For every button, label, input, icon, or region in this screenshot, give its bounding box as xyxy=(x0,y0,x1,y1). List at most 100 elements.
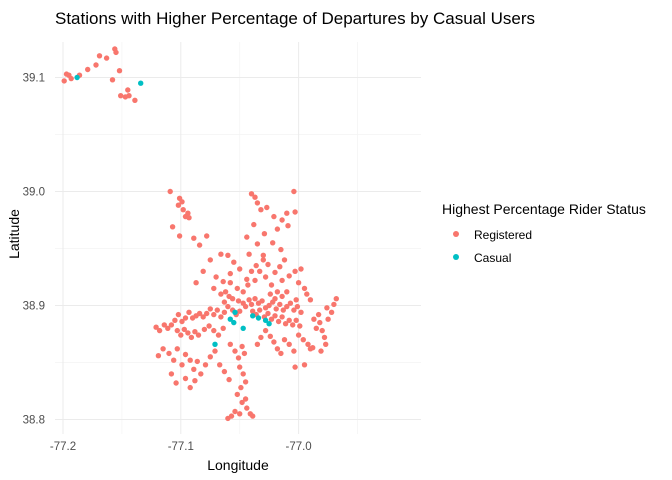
point-registered xyxy=(281,337,288,343)
point-registered xyxy=(187,384,193,391)
point-registered xyxy=(277,264,283,270)
point-registered xyxy=(156,327,163,334)
point-registered xyxy=(222,289,229,295)
point-registered xyxy=(192,329,198,335)
point-registered xyxy=(324,305,330,311)
point-registered xyxy=(93,62,99,68)
point-registered xyxy=(328,309,335,315)
point-registered xyxy=(193,280,199,286)
point-registered xyxy=(187,357,193,363)
point-registered xyxy=(270,240,276,246)
point-registered xyxy=(189,315,196,321)
point-registered xyxy=(292,364,298,370)
legend-label-registered: Registered xyxy=(474,228,532,242)
point-registered xyxy=(274,346,281,352)
point-registered xyxy=(282,321,289,327)
point-registered xyxy=(179,318,185,325)
point-registered xyxy=(220,325,226,331)
point-registered xyxy=(239,343,245,350)
point-registered xyxy=(300,337,306,343)
point-registered xyxy=(318,348,324,354)
point-registered xyxy=(68,75,74,82)
point-registered xyxy=(232,408,238,415)
point-registered xyxy=(323,341,329,347)
point-registered xyxy=(244,276,250,282)
point-registered xyxy=(254,200,261,206)
point-registered xyxy=(176,233,183,239)
point-registered xyxy=(315,311,322,318)
point-registered xyxy=(311,316,317,322)
point-registered xyxy=(286,317,292,323)
point-registered xyxy=(244,234,250,240)
point-registered xyxy=(225,415,231,422)
legend: Highest Percentage Rider Status Register… xyxy=(442,201,646,265)
point-registered xyxy=(113,49,119,56)
point-registered xyxy=(232,348,238,354)
point-registered xyxy=(246,251,252,257)
point-registered xyxy=(227,280,233,286)
point-registered xyxy=(191,235,197,241)
point-registered xyxy=(252,296,258,302)
point-casual xyxy=(231,319,237,326)
point-registered xyxy=(171,357,177,363)
point-registered xyxy=(267,333,273,339)
point-registered xyxy=(272,269,278,276)
point-registered xyxy=(182,351,189,358)
point-registered xyxy=(305,341,311,347)
y-tick-label: 38.9 xyxy=(23,301,45,313)
point-registered xyxy=(242,303,249,310)
point-registered xyxy=(174,346,180,352)
point-registered xyxy=(96,53,103,59)
point-casual xyxy=(232,309,238,315)
point-registered xyxy=(173,380,179,386)
point-registered xyxy=(188,334,195,341)
point-registered xyxy=(221,309,228,315)
point-registered xyxy=(241,350,248,357)
x-tick-label: -77.1 xyxy=(168,441,194,453)
point-registered xyxy=(126,93,132,99)
point-registered xyxy=(218,251,224,257)
point-registered xyxy=(262,274,269,280)
point-registered xyxy=(284,210,290,216)
point-registered xyxy=(237,364,243,370)
point-registered xyxy=(273,306,279,312)
point-registered xyxy=(196,242,203,248)
point-registered xyxy=(298,266,304,272)
point-registered xyxy=(237,266,243,272)
point-registered xyxy=(212,348,218,354)
point-registered xyxy=(290,322,296,328)
point-registered xyxy=(211,285,217,292)
point-registered xyxy=(279,277,285,284)
point-registered xyxy=(132,97,138,104)
point-registered xyxy=(153,324,159,330)
point-registered xyxy=(192,378,198,384)
point-registered xyxy=(175,202,182,208)
point-registered xyxy=(169,224,176,230)
y-tick-label: 39.1 xyxy=(23,73,45,85)
point-registered xyxy=(301,285,308,292)
point-registered xyxy=(211,311,217,318)
point-registered xyxy=(226,293,232,300)
point-registered xyxy=(292,209,298,215)
point-registered xyxy=(268,316,275,322)
point-registered xyxy=(242,396,249,402)
point-registered xyxy=(277,301,283,308)
point-registered xyxy=(172,317,178,323)
point-registered xyxy=(285,223,291,229)
point-registered xyxy=(227,270,233,277)
point-casual xyxy=(240,325,246,331)
point-registered xyxy=(260,257,266,263)
plot-area xyxy=(55,42,421,434)
point-registered xyxy=(165,325,171,331)
point-registered xyxy=(284,289,290,295)
point-registered xyxy=(213,274,219,280)
point-registered xyxy=(242,379,249,385)
point-registered xyxy=(61,78,67,84)
point-registered xyxy=(245,282,251,288)
point-registered xyxy=(217,362,223,368)
y-axis-ticks: 38.8 38.9 39.0 39.1 xyxy=(23,73,45,427)
point-registered xyxy=(103,55,110,61)
point-registered xyxy=(264,204,270,211)
point-registered xyxy=(267,291,273,297)
point-registered xyxy=(307,297,314,303)
